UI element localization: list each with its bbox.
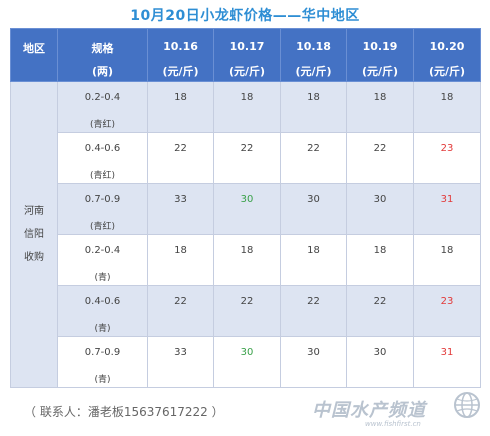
price-cell: 18 [346, 81, 414, 133]
table-row: 0.7-0.9 (青红) 33 30 30 30 31 [11, 183, 481, 235]
spec-cell: 0.4-0.6 (青) [57, 285, 148, 337]
table-row: 0.2-0.4 (青) 18 18 18 18 18 [11, 234, 481, 286]
price-cell: 22 [280, 285, 347, 337]
price-cell: 22 [346, 132, 414, 184]
table-row: 0.4-0.6 (青红) 22 22 22 22 23 [11, 132, 481, 184]
header-date-3: 10.18 (元/斤) [280, 28, 347, 82]
price-cell: 31 [413, 183, 481, 235]
spec-cell: 0.2-0.4 (青) [57, 234, 148, 286]
price-cell: 18 [346, 234, 414, 286]
contact-info: （ 联系人：潘老板15637617222 ） [24, 405, 224, 419]
page-title: 10月20日小龙虾价格——华中地区 [130, 8, 360, 24]
header-region: 地区 [10, 28, 58, 82]
price-cell: 18 [147, 81, 214, 133]
spec-cell: 0.2-0.4 (青红) [57, 81, 148, 133]
price-cell: 18 [213, 234, 281, 286]
price-cell: 22 [147, 285, 214, 337]
price-cell: 30 [280, 183, 347, 235]
price-cell: 30 [346, 183, 414, 235]
price-cell: 22 [280, 132, 347, 184]
price-table: 地区 规格 (两) 10.16 (元/斤) 10.17 (元/斤) 10.18 … [10, 28, 481, 388]
header-date-1: 10.16 (元/斤) [147, 28, 214, 82]
price-cell: 30 [280, 336, 347, 388]
price-cell: 33 [147, 183, 214, 235]
table-row: 0.4-0.6 (青) 22 22 22 22 23 [11, 285, 481, 337]
price-cell: 31 [413, 336, 481, 388]
header-row: 地区 规格 (两) 10.16 (元/斤) 10.17 (元/斤) 10.18 … [10, 28, 481, 82]
price-cell: 30 [346, 336, 414, 388]
spec-cell: 0.7-0.9 (青) [57, 336, 148, 388]
watermark-url: www.fishfirst.cn [365, 420, 421, 428]
price-cell: 22 [346, 285, 414, 337]
price-cell: 23 [413, 132, 481, 184]
price-cell: 30 [213, 336, 281, 388]
spec-cell: 0.7-0.9 (青红) [57, 183, 148, 235]
price-cell: 23 [413, 285, 481, 337]
price-cell: 22 [213, 285, 281, 337]
price-cell: 22 [147, 132, 214, 184]
globe-icon [452, 390, 482, 424]
region-cell: 河南 信阳 收购 [10, 81, 58, 388]
price-cell: 18 [413, 234, 481, 286]
price-cell: 18 [147, 234, 214, 286]
header-date-5: 10.20 (元/斤) [413, 28, 481, 82]
price-cell: 18 [280, 81, 347, 133]
header-date-2: 10.17 (元/斤) [213, 28, 281, 82]
spec-cell: 0.4-0.6 (青红) [57, 132, 148, 184]
price-cell: 22 [213, 132, 281, 184]
header-spec: 规格 (两) [57, 28, 148, 82]
price-cell: 18 [280, 234, 347, 286]
header-date-4: 10.19 (元/斤) [346, 28, 414, 82]
price-cell: 18 [213, 81, 281, 133]
price-cell: 18 [413, 81, 481, 133]
table-row: 0.7-0.9 (青) 33 30 30 30 31 [11, 336, 481, 388]
table-row: 河南 信阳 收购 0.2-0.4 (青红) 18 18 18 18 18 [10, 81, 481, 388]
price-cell: 30 [213, 183, 281, 235]
price-cell: 33 [147, 336, 214, 388]
watermark-text: 中国水产频道 [312, 400, 426, 421]
